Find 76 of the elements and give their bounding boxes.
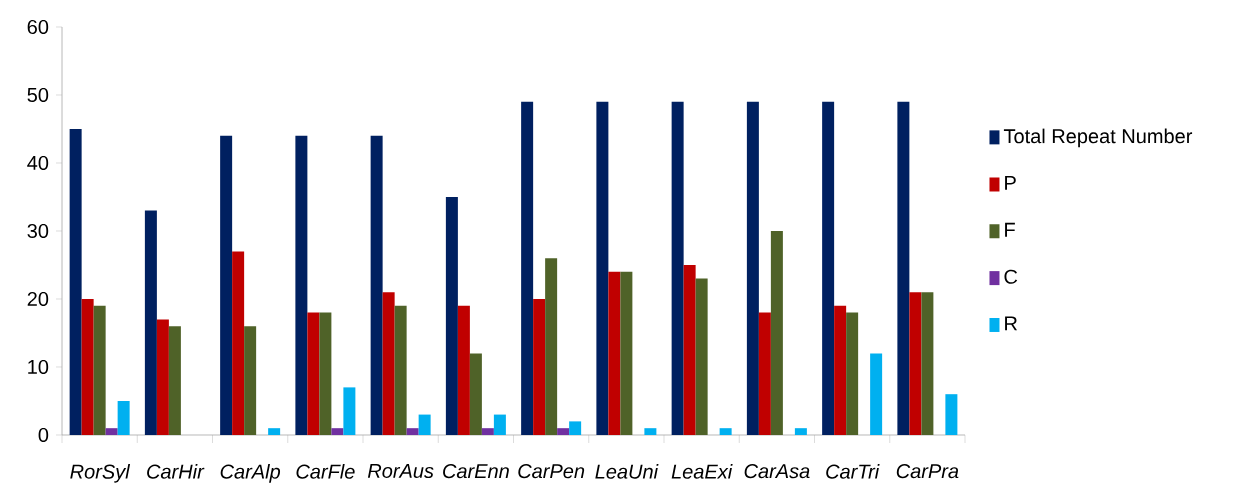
bar xyxy=(822,101,835,435)
bar xyxy=(117,400,130,435)
x-tick-label: LeaExi xyxy=(671,464,733,479)
bar xyxy=(545,258,558,435)
bar xyxy=(370,135,383,435)
bar xyxy=(533,298,546,435)
bar xyxy=(921,292,934,435)
legend-label: Total Repeat Number xyxy=(1003,128,1193,148)
legend-label: R xyxy=(1005,316,1017,331)
bar xyxy=(331,428,344,435)
legend-label: C xyxy=(1004,269,1018,284)
y-tick-label: 60 xyxy=(27,19,49,35)
x-tick-label: CarAsa xyxy=(744,464,810,479)
bar xyxy=(493,414,506,435)
bar xyxy=(469,353,482,435)
bar xyxy=(69,128,82,435)
bar xyxy=(156,319,169,435)
bar xyxy=(521,101,534,435)
bar xyxy=(569,421,582,435)
bar xyxy=(620,271,633,435)
bar xyxy=(93,305,106,435)
bar xyxy=(897,101,910,435)
bar xyxy=(719,428,732,435)
legend-label: P xyxy=(1005,176,1016,190)
x-tick-label: CarTri xyxy=(826,464,880,479)
bar xyxy=(481,428,494,435)
y-tick-label: 50 xyxy=(27,87,49,103)
y-tick-label: 0 xyxy=(38,427,49,443)
bar xyxy=(382,292,395,435)
bar xyxy=(343,387,356,435)
x-tick-label: LeaUni xyxy=(595,464,659,479)
bar xyxy=(457,305,470,435)
bar xyxy=(445,196,458,435)
bar xyxy=(394,305,407,435)
bar xyxy=(418,414,431,435)
bar xyxy=(683,264,696,435)
y-tick-label: 30 xyxy=(27,223,49,239)
x-tick-label: CarPra xyxy=(896,464,959,479)
bar xyxy=(319,312,332,435)
y-tick-label: 20 xyxy=(27,291,49,307)
bar xyxy=(557,428,570,435)
bar xyxy=(834,305,847,435)
x-tick-label: CarFle xyxy=(296,464,355,479)
legend-label: F xyxy=(1005,222,1015,237)
bar xyxy=(268,428,281,435)
bar xyxy=(105,428,118,435)
bar xyxy=(168,326,181,435)
bar xyxy=(220,135,233,435)
bar xyxy=(870,353,883,435)
bar xyxy=(846,312,859,435)
x-tick-label: RorSyl xyxy=(70,464,131,483)
bar xyxy=(295,135,308,435)
bar xyxy=(307,312,320,435)
x-tick-label: CarPen xyxy=(518,464,585,479)
x-tick-label: RorAus xyxy=(367,464,434,478)
bar xyxy=(909,292,922,435)
bar xyxy=(770,230,783,435)
y-tick-label: 40 xyxy=(27,155,49,171)
bar xyxy=(608,271,621,435)
bar xyxy=(644,428,657,435)
x-tick-label: CarAlp xyxy=(220,464,281,483)
x-tick-label: CarEnn xyxy=(443,464,509,479)
bar xyxy=(232,251,245,435)
bar xyxy=(695,278,708,435)
bar xyxy=(596,101,609,435)
x-tick-label: CarHir xyxy=(147,464,205,479)
bar xyxy=(244,326,257,435)
bar xyxy=(945,394,958,435)
bar xyxy=(746,101,759,435)
bar xyxy=(758,312,771,435)
y-tick-label: 10 xyxy=(28,359,49,375)
bar xyxy=(81,298,94,435)
bar xyxy=(794,428,807,435)
bar xyxy=(406,428,419,435)
bar xyxy=(671,101,684,435)
bar xyxy=(144,210,157,435)
